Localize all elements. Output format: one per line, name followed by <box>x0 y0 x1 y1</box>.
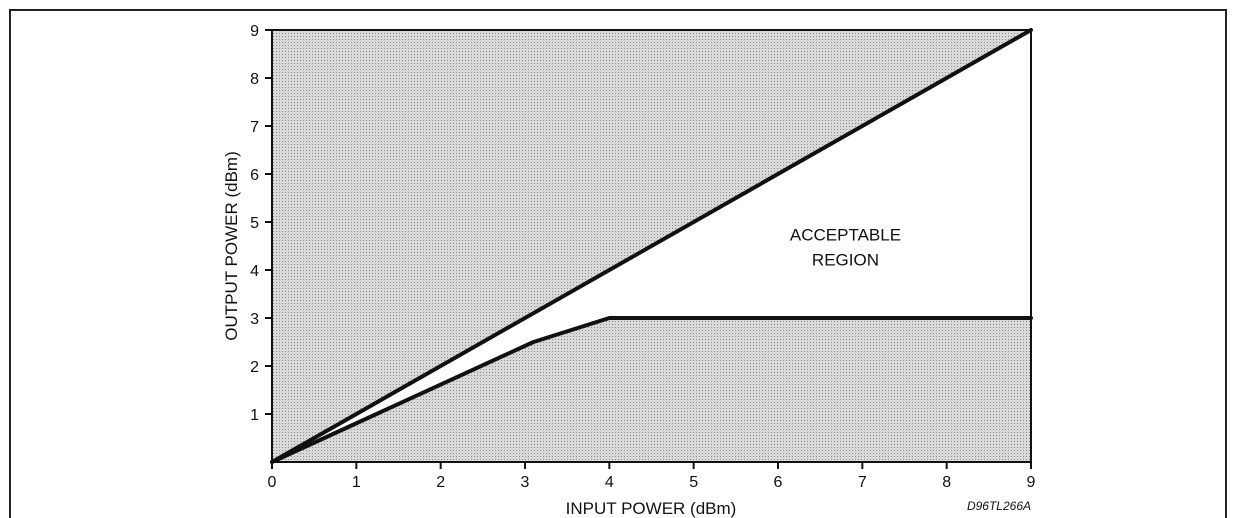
x-tick-label: 3 <box>521 474 530 491</box>
x-tick-label: 1 <box>352 474 361 491</box>
x-tick-label: 4 <box>605 474 614 491</box>
x-tick-label: 9 <box>1027 474 1036 491</box>
acceptable-region-label: ACCEPTABLE REGION <box>790 225 901 269</box>
y-tick-label: 9 <box>250 23 259 40</box>
figure-id: D96TL266A <box>967 499 1031 513</box>
y-tick-label: 6 <box>250 167 259 184</box>
shaded-region-2 <box>272 318 1031 462</box>
boundary-lines <box>270 28 1033 464</box>
y-axis-title: OUTPUT POWER (dBm) <box>222 151 241 341</box>
plot-area <box>271 29 1032 463</box>
annotation-line: REGION <box>812 250 879 269</box>
x-tick-label: 7 <box>858 474 867 491</box>
x-tick-label: 5 <box>689 474 698 491</box>
y-tick-label: 2 <box>250 359 259 376</box>
annotation-line: ACCEPTABLE <box>790 225 901 244</box>
x-axis-title: INPUT POWER (dBm) <box>566 499 737 518</box>
y-tick-label: 1 <box>250 407 259 424</box>
y-tick-label: 4 <box>250 263 259 280</box>
boundary-line-2 <box>270 316 1033 464</box>
x-tick-label: 6 <box>774 474 783 491</box>
x-tick-label: 2 <box>436 474 445 491</box>
x-axis: 0 1 2 3 4 5 6 7 8 9 <box>268 462 1036 491</box>
y-tick-label: 5 <box>250 215 259 232</box>
y-tick-label: 7 <box>250 119 259 136</box>
x-tick-label: 0 <box>268 474 277 491</box>
y-tick-label: 8 <box>250 71 259 88</box>
boundary-line-1 <box>270 28 1033 464</box>
y-axis: 1 2 3 4 5 6 7 8 9 <box>250 23 272 424</box>
x-tick-label: 8 <box>942 474 951 491</box>
y-tick-label: 3 <box>250 311 259 328</box>
figure-frame <box>9 9 1227 518</box>
